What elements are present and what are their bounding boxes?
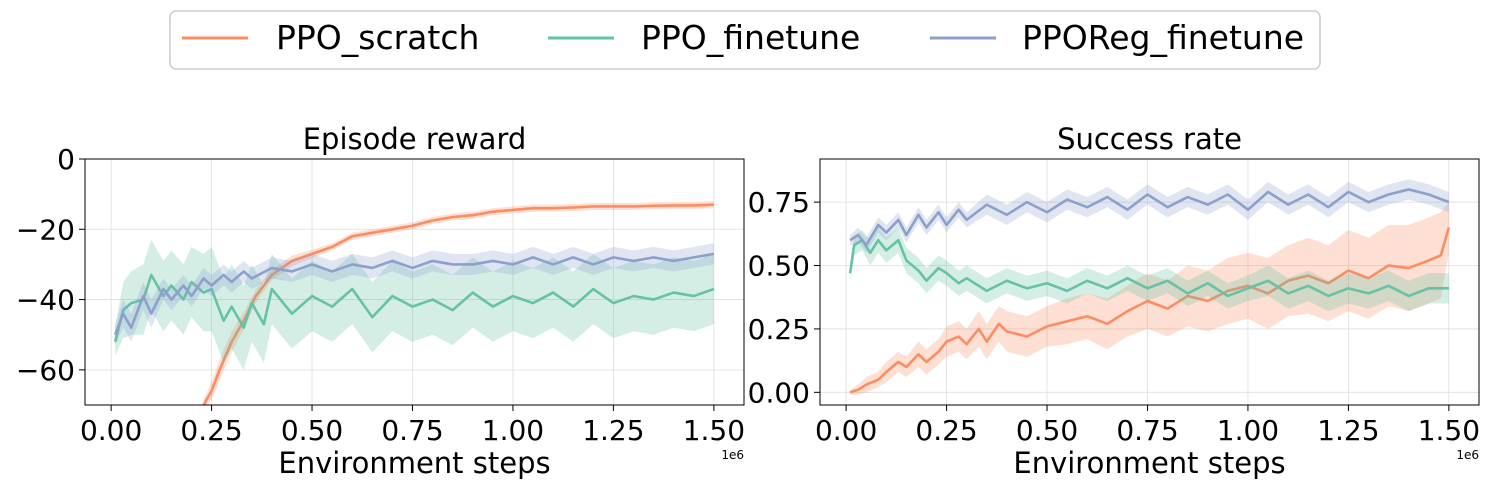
series-line-pporeg-finetune	[849, 188, 1450, 247]
x-tick-label-4: 1.00	[482, 414, 544, 447]
x-axis-label: Environment steps	[278, 446, 550, 480]
episode-reward-panel: 0.00 0.25 0.50 0.75 1.00 1.25 1.50 0 −20 −40 −60 Ep…	[16, 122, 745, 480]
band-ppo-scratch	[850, 202, 1449, 395]
series-line-ppo-finetune	[113, 273, 715, 343]
plot-area	[848, 179, 1451, 395]
y-tick-label-1: −20	[16, 213, 75, 246]
success-rate-panel: 0.00 0.25 0.50 0.75 1.00 1.25 1.50 0.00 0.25 0.50…	[748, 122, 1480, 480]
y-tick-label-2: −40	[16, 284, 75, 317]
x-tick-label-3: 0.75	[381, 414, 443, 447]
y-tick-label-1: 0.25	[748, 313, 810, 346]
series-line-ppo-finetune	[848, 238, 1449, 298]
x-tick-label-0: 0.00	[80, 414, 142, 447]
legend: PPO_scratch PPO_finetune PPOReg_finetune	[169, 10, 1321, 70]
legend-frame	[169, 10, 1321, 70]
legend-label-pporeg-finetune: PPOReg_finetune	[1022, 18, 1304, 57]
x-tick-label-3: 0.75	[1116, 414, 1178, 447]
axes-frame	[819, 158, 1480, 406]
series-line-ppo-scratch	[849, 227, 1451, 394]
x-tick-label-2: 0.50	[1016, 414, 1078, 447]
y-tick-label-0: 0.00	[748, 376, 810, 409]
x-axis-label: Environment steps	[1013, 446, 1285, 480]
x-tick-label-0: 0.00	[815, 414, 877, 447]
chart-title: Episode reward	[303, 122, 527, 156]
series-line-pporeg-finetune	[113, 252, 715, 336]
legend-label-ppo-scratch: PPO_scratch	[276, 18, 479, 57]
x-axis-offset-label: 1e6	[1456, 448, 1479, 462]
x-tick-label-5: 1.25	[582, 414, 644, 447]
chart-title: Success rate	[1057, 122, 1242, 156]
y-tick-label-0: 0	[57, 143, 75, 176]
x-tick-label-1: 0.25	[915, 414, 977, 447]
legend-label-ppo-finetune: PPO_finetune	[641, 18, 860, 57]
band-pporeg-finetune	[115, 243, 714, 346]
x-tick-label-2: 0.50	[281, 414, 343, 447]
y-tick-label-3: 0.75	[748, 186, 810, 219]
x-tick-label-6: 1.50	[683, 414, 745, 447]
x-tick-label-6: 1.50	[1418, 414, 1480, 447]
y-tick-label-2: 0.50	[748, 250, 810, 283]
plot-area	[113, 201, 715, 405]
x-tick-label-5: 1.25	[1317, 414, 1379, 447]
x-tick-label-4: 1.00	[1217, 414, 1279, 447]
axes-frame	[84, 158, 745, 406]
y-tick-label-3: −60	[16, 354, 75, 387]
x-tick-label-1: 0.25	[180, 414, 242, 447]
x-axis-offset-label: 1e6	[721, 448, 744, 462]
